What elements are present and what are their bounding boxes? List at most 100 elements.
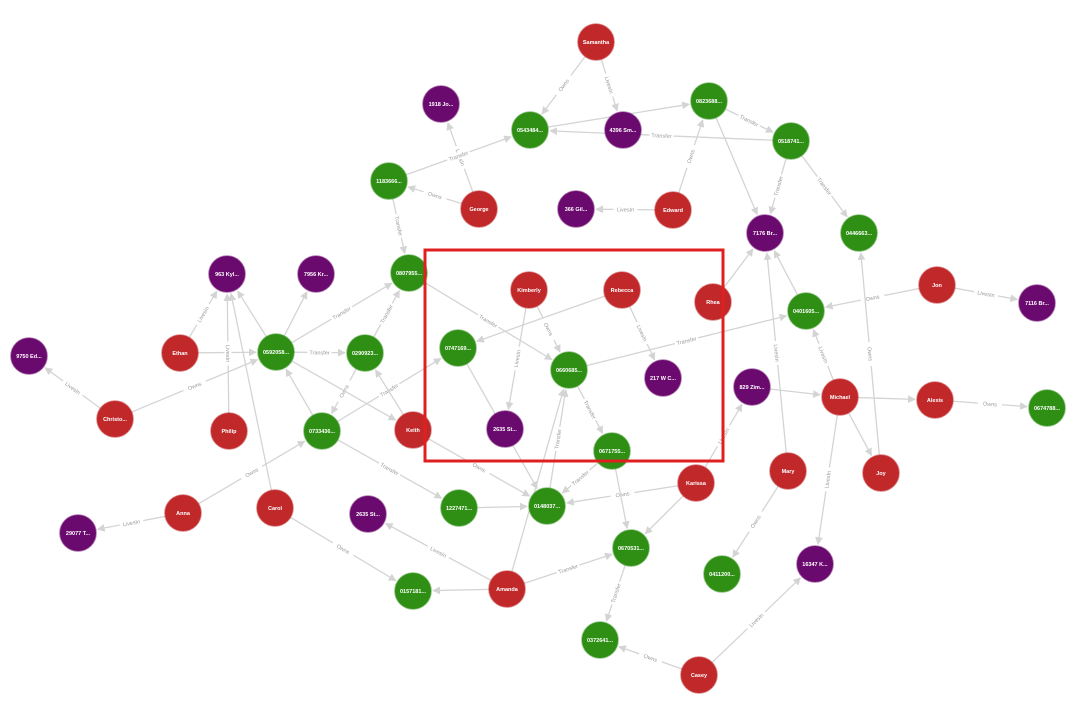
account-node-circle[interactable] — [550, 351, 588, 389]
account-node-circle[interactable] — [346, 334, 384, 372]
address-node-circle[interactable] — [208, 255, 246, 293]
person-node-circle[interactable] — [161, 334, 199, 372]
node-acc_0411[interactable]: 0411200... — [703, 555, 741, 593]
node-acc_0148[interactable]: 0148037... — [528, 487, 566, 525]
address-node-circle[interactable] — [746, 214, 784, 252]
node-alexis[interactable]: Alexis — [916, 381, 954, 419]
account-node-circle[interactable] — [593, 432, 631, 470]
person-node-circle[interactable] — [603, 271, 641, 309]
account-node-circle[interactable] — [612, 529, 650, 567]
node-acc_0401[interactable]: 0401605... — [787, 292, 825, 330]
node-edward[interactable]: Edward — [654, 191, 692, 229]
node-acc_0157[interactable]: 0157181... — [394, 572, 432, 610]
node-jon[interactable]: Jon — [918, 266, 956, 304]
edge-keith-acc_0290[interactable] — [375, 369, 405, 416]
person-node-circle[interactable] — [460, 190, 498, 228]
address-node-circle[interactable] — [422, 85, 460, 123]
node-mary[interactable]: Mary — [769, 452, 807, 490]
node-acc_0543[interactable]: 0543484... — [511, 111, 549, 149]
node-acc_1183[interactable]: 1183666... — [370, 162, 408, 200]
node-addr_2635a[interactable]: 2635 St... — [486, 410, 524, 448]
account-node-circle[interactable] — [787, 292, 825, 330]
person-node-circle[interactable] — [694, 283, 732, 321]
edge-karissa-acc_0670[interactable] — [644, 495, 684, 535]
account-node-circle[interactable] — [772, 122, 810, 160]
person-node-circle[interactable] — [862, 454, 900, 492]
node-addr_963[interactable]: 963 Kyl... — [208, 255, 246, 293]
person-node-circle[interactable] — [821, 378, 859, 416]
person-node-circle[interactable] — [918, 266, 956, 304]
address-node-circle[interactable] — [557, 190, 595, 228]
person-node-circle[interactable] — [654, 191, 692, 229]
address-node-circle[interactable] — [604, 111, 642, 149]
node-addr_7956[interactable]: 7956 Kr... — [297, 255, 335, 293]
account-node-circle[interactable] — [394, 572, 432, 610]
node-acc_0747[interactable]: 0747169... — [439, 329, 477, 367]
edge-acc_1227-acc_0148[interactable] — [476, 502, 528, 511]
node-addr_217[interactable]: 217 W C... — [644, 359, 682, 397]
node-addr_829[interactable]: 829 Zim... — [733, 368, 771, 406]
person-node-circle[interactable] — [577, 23, 615, 61]
node-acc_0518[interactable]: 0518741... — [772, 122, 810, 160]
node-kimberly[interactable]: Kimberly — [510, 271, 548, 309]
edge-acc_0671-acc_0670[interactable] — [614, 468, 630, 530]
address-node-circle[interactable] — [10, 337, 48, 375]
edge-acc_0592-addr_963[interactable] — [237, 290, 267, 338]
account-node-circle[interactable] — [511, 111, 549, 149]
node-ethan[interactable]: Ethan — [161, 334, 199, 372]
edge-carol-addr_963[interactable] — [228, 292, 273, 491]
node-acc_0446[interactable]: 0446663... — [840, 214, 878, 252]
account-node-circle[interactable] — [257, 333, 295, 371]
person-node-circle[interactable] — [210, 412, 248, 450]
person-node-circle[interactable] — [510, 271, 548, 309]
node-rebecca[interactable]: Rebecca — [603, 271, 641, 309]
edge-michael-alexis[interactable] — [857, 395, 916, 404]
node-acc_0823[interactable]: 0823688... — [690, 82, 728, 120]
node-addr_4396[interactable]: 4396 Sm... — [604, 111, 642, 149]
edge-amanda-acc_0157[interactable] — [432, 586, 490, 595]
address-node-circle[interactable] — [486, 410, 524, 448]
node-acc_0592[interactable]: 0592058... — [257, 333, 295, 371]
node-acc_0674[interactable]: 0674788... — [1028, 389, 1066, 427]
node-addr_7116[interactable]: 7116 Br... — [1018, 284, 1056, 322]
account-node-circle[interactable] — [703, 555, 741, 593]
edge-michael-joy[interactable] — [847, 412, 873, 457]
node-rhea[interactable]: Rhea — [694, 283, 732, 321]
node-philip[interactable]: Philip — [210, 412, 248, 450]
address-node-circle[interactable] — [796, 545, 834, 583]
node-samantha[interactable]: Samantha — [577, 23, 615, 61]
node-amanda[interactable]: Amanda — [488, 570, 526, 608]
node-joy[interactable]: Joy — [862, 454, 900, 492]
person-node-circle[interactable] — [394, 411, 432, 449]
node-acc_0807[interactable]: 0807955... — [390, 254, 428, 292]
person-node-circle[interactable] — [488, 570, 526, 608]
person-node-circle[interactable] — [769, 452, 807, 490]
edge-rebecca-acc_0747[interactable] — [476, 295, 606, 343]
edge-acc_0592-keith[interactable] — [291, 360, 397, 421]
node-karissa[interactable]: Karissa — [677, 464, 715, 502]
account-node-circle[interactable] — [303, 412, 341, 450]
edge-acc_0823-addr_7176[interactable] — [715, 117, 759, 216]
person-node-circle[interactable] — [96, 400, 134, 438]
node-anna[interactable]: Anna — [164, 494, 202, 532]
address-node-circle[interactable] — [644, 359, 682, 397]
node-acc_0670[interactable]: 0670531... — [612, 529, 650, 567]
edge-rhea-addr_7176[interactable] — [723, 248, 754, 289]
node-casey[interactable]: Casey — [680, 656, 718, 694]
person-node-circle[interactable] — [164, 494, 202, 532]
account-node-circle[interactable] — [528, 487, 566, 525]
node-acc_0660[interactable]: 0660685... — [550, 351, 588, 389]
node-addr_29077[interactable]: 29077 T... — [59, 514, 97, 552]
node-addr_2635b[interactable]: 2635 St... — [349, 495, 387, 533]
edge-acc_0733-acc_0592[interactable] — [285, 368, 314, 416]
account-node-circle[interactable] — [439, 329, 477, 367]
node-acc_0372[interactable]: 0372641... — [581, 621, 619, 659]
address-node-circle[interactable] — [59, 514, 97, 552]
person-node-circle[interactable] — [256, 489, 294, 527]
account-node-circle[interactable] — [581, 621, 619, 659]
account-node-circle[interactable] — [370, 162, 408, 200]
node-acc_0290[interactable]: 0290923... — [346, 334, 384, 372]
node-carol[interactable]: Carol — [256, 489, 294, 527]
account-node-circle[interactable] — [440, 489, 478, 527]
